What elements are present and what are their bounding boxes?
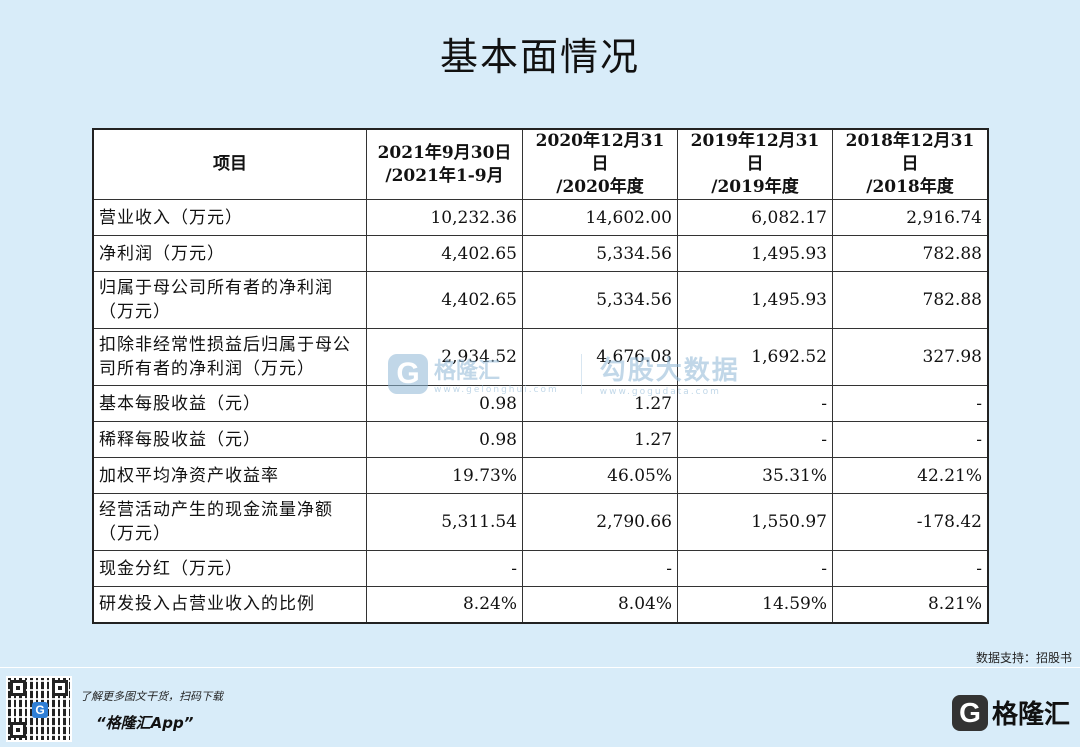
row-label: 营业收入（万元） [92, 199, 367, 236]
header-2020-line2: /2020年度 [556, 177, 644, 197]
gelonghui-logo-icon: G [951, 694, 988, 731]
table-cell: 1,495.93 [677, 271, 833, 329]
table-cell: 8.21% [832, 586, 989, 623]
footer-divider [0, 667, 1080, 668]
header-2019-line2: /2019年度 [711, 177, 799, 197]
header-2020: 2020年12月31日 /2020年度 [522, 128, 678, 200]
table-cell: 4,402.65 [366, 235, 523, 272]
financial-table: 项目 2021年9月30日 /2021年1-9月 2020年12月31日 /20… [92, 128, 989, 624]
header-2018-line2: /2018年度 [866, 177, 954, 197]
table-cell: 46.05% [522, 457, 678, 494]
qr-code-icon[interactable]: G [6, 676, 72, 742]
header-2019: 2019年12月31日 /2019年度 [677, 128, 833, 200]
table-cell: 5,334.56 [522, 235, 678, 272]
qr-finder [10, 680, 26, 696]
table-cell: 782.88 [832, 235, 989, 272]
table-cell: 1.27 [522, 421, 678, 458]
header-item: 项目 [92, 128, 367, 200]
row-label: 经营活动产生的现金流量净额（万元） [92, 493, 367, 551]
table-cell: - [366, 550, 523, 587]
table-row: 营业收入（万元） 10,232.36 14,602.00 6,082.17 2,… [92, 199, 989, 236]
table-row: 加权平均净资产收益率 19.73% 46.05% 35.31% 42.21% [92, 457, 989, 494]
row-label: 扣除非经常性损益后归属于母公司所有者的净利润（万元） [92, 328, 367, 386]
row-label: 现金分红（万元） [92, 550, 367, 587]
qr-finder [10, 722, 26, 738]
table-cell: 2,934.52 [366, 328, 523, 386]
table-cell: 10,232.36 [366, 199, 523, 236]
qr-finder [52, 680, 68, 696]
table-cell: 1,495.93 [677, 235, 833, 272]
row-label: 基本每股收益（元） [92, 385, 367, 422]
table-cell: 42.21% [832, 457, 989, 494]
table-cell: 8.04% [522, 586, 678, 623]
table-row: 稀释每股收益（元） 0.98 1.27 - - [92, 421, 989, 458]
table-cell: 2,790.66 [522, 493, 678, 551]
row-label: 稀释每股收益（元） [92, 421, 367, 458]
table-cell: 6,082.17 [677, 199, 833, 236]
page-title: 基本面情况 [439, 35, 640, 79]
table-cell: - [832, 421, 989, 458]
table-cell: - [677, 550, 833, 587]
table-cell: 14,602.00 [522, 199, 678, 236]
table-cell: - [677, 421, 833, 458]
table-row: 经营活动产生的现金流量净额（万元） 5,311.54 2,790.66 1,55… [92, 493, 989, 551]
brand-logo-text: 格隆汇 [991, 700, 1070, 730]
promo-line2: “格隆汇App” [96, 714, 194, 732]
table-cell: 1,692.52 [677, 328, 833, 386]
row-label: 研发投入占营业收入的比例 [92, 586, 367, 623]
table-cell: 19.73% [366, 457, 523, 494]
promo-line1: 了解更多图文干货，扫码下载 [80, 690, 223, 703]
table-cell: - [832, 550, 989, 587]
table-cell: 1.27 [522, 385, 678, 422]
table-cell: - [677, 385, 833, 422]
table-cell: 5,311.54 [366, 493, 523, 551]
table-cell: 4,676.08 [522, 328, 678, 386]
table-cell: 14.59% [677, 586, 833, 623]
table-cell: -178.42 [832, 493, 989, 551]
financial-table-container: 项目 2021年9月30日 /2021年1-9月 2020年12月31日 /20… [92, 128, 989, 624]
row-label: 净利润（万元） [92, 235, 367, 272]
table-cell: - [832, 385, 989, 422]
table-cell: 5,334.56 [522, 271, 678, 329]
table-cell: 782.88 [832, 271, 989, 329]
header-2018-line1: 2018年12月31日 [845, 131, 975, 174]
header-2020-line1: 2020年12月31日 [535, 131, 665, 174]
table-row: 净利润（万元） 4,402.65 5,334.56 1,495.93 782.8… [92, 235, 989, 272]
table-cell: 35.31% [677, 457, 833, 494]
table-row: 基本每股收益（元） 0.98 1.27 - - [92, 385, 989, 422]
table-cell: 2,916.74 [832, 199, 989, 236]
brand-logo: G 格隆汇 [951, 694, 1070, 731]
table-cell: - [522, 550, 678, 587]
table-cell: 8.24% [366, 586, 523, 623]
table-cell: 4,402.65 [366, 271, 523, 329]
row-label: 加权平均净资产收益率 [92, 457, 367, 494]
header-2021q3-line1: 2021年9月30日 [377, 142, 512, 163]
table-cell: 0.98 [366, 421, 523, 458]
header-2021q3-line2: /2021年1-9月 [385, 165, 504, 186]
table-cell: 0.98 [366, 385, 523, 422]
row-label: 归属于母公司所有者的净利润（万元） [92, 271, 367, 329]
header-2019-line1: 2019年12月31日 [690, 131, 820, 174]
table-row: 扣除非经常性损益后归属于母公司所有者的净利润（万元） 2,934.52 4,67… [92, 328, 989, 386]
table-cell: 1,550.97 [677, 493, 833, 551]
header-2021q3: 2021年9月30日 /2021年1-9月 [366, 128, 523, 200]
table-row: 现金分红（万元） - - - - [92, 550, 989, 587]
table-row: 归属于母公司所有者的净利润（万元） 4,402.65 5,334.56 1,49… [92, 271, 989, 329]
data-source-note: 数据支持：招股书 [975, 651, 1072, 665]
header-2018: 2018年12月31日 /2018年度 [832, 128, 989, 200]
qr-app-badge: G [32, 702, 48, 718]
table-cell: 327.98 [832, 328, 989, 386]
table-row: 研发投入占营业收入的比例 8.24% 8.04% 14.59% 8.21% [92, 586, 989, 623]
table-header-row: 项目 2021年9月30日 /2021年1-9月 2020年12月31日 /20… [92, 128, 989, 200]
